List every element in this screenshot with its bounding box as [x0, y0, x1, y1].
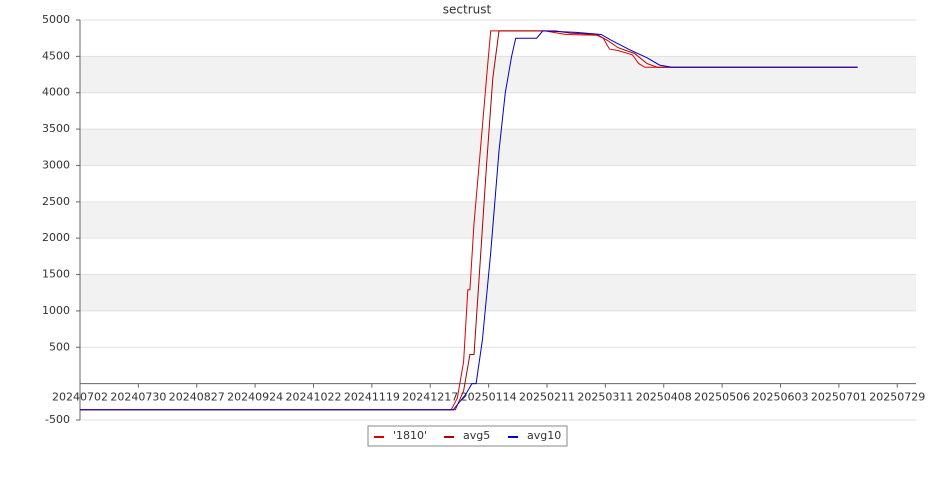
y-tick-label: 5000 [42, 13, 70, 26]
y-tick-label: 2500 [42, 195, 70, 208]
y-tick-label: 500 [49, 340, 70, 353]
series-line [80, 30, 858, 411]
x-tick-label: 20240702 [52, 391, 108, 404]
x-tick-label: 20241119 [344, 391, 400, 404]
y-tick-label: 2000 [42, 231, 70, 244]
x-tick-label: 20241022 [285, 391, 341, 404]
x-tick-label: 20240827 [169, 391, 225, 404]
x-tick-label: 20250603 [752, 391, 808, 404]
grid-band [80, 201, 916, 239]
x-tick-label: 20250211 [519, 391, 575, 404]
legend-box [367, 425, 568, 447]
legend-label: avg10 [527, 429, 561, 442]
x-tick-label: 20250311 [577, 391, 633, 404]
x-tick-label: 20250506 [694, 391, 750, 404]
x-tick-label: 20241217 [402, 391, 458, 404]
y-tick-label: 3500 [42, 122, 70, 135]
x-tick-label: 20240730 [110, 391, 166, 404]
x-tick-label: 20250114 [461, 391, 517, 404]
x-tick-label: 20250729 [869, 391, 925, 404]
y-tick-label: 1000 [42, 304, 70, 317]
y-tick-label: 4000 [42, 86, 70, 99]
legend-label: avg5 [463, 429, 490, 442]
y-tick-label: 3000 [42, 158, 70, 171]
series-line [80, 30, 858, 411]
grid-band [80, 56, 916, 93]
legend: '1810' avg5 avg10 [367, 425, 568, 447]
x-tick-label: 20250408 [636, 391, 692, 404]
x-tick-label: 20240924 [227, 391, 283, 404]
y-tick-label: 1500 [42, 268, 70, 281]
x-tick-label: 20250701 [811, 391, 867, 404]
grid-band [80, 274, 916, 311]
y-tick-label: -500 [45, 413, 70, 426]
y-tick-label: 4500 [42, 49, 70, 62]
chart-title: sectrust [443, 3, 492, 17]
legend-label: '1810' [393, 429, 427, 442]
